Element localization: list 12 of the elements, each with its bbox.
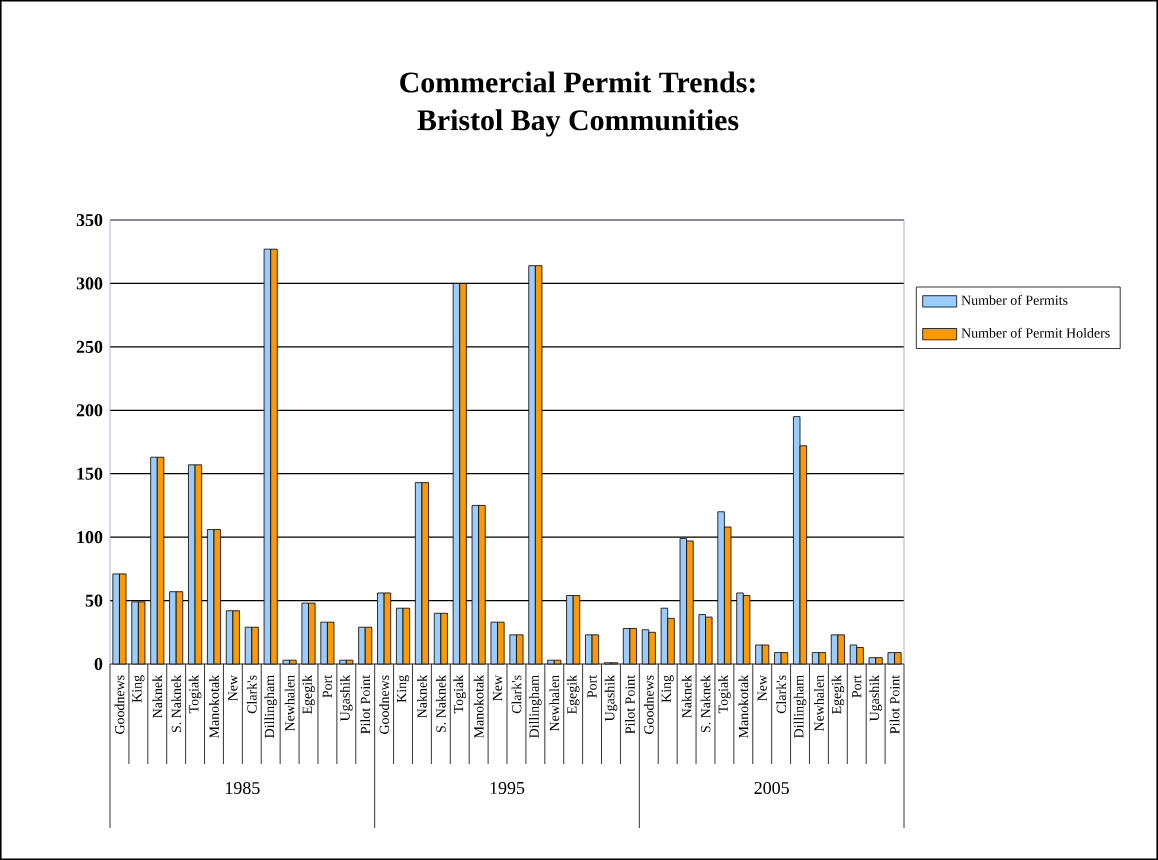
y-tick-label: 350 — [76, 213, 103, 227]
y-tick-label: 250 — [76, 340, 103, 353]
y-tick-label: 100 — [77, 531, 103, 544]
y-tick-label: 150 — [77, 467, 103, 480]
y-tick-label: 300 — [76, 277, 103, 290]
text: 1985 — [225, 781, 260, 795]
y-tick-label: 0 — [94, 657, 103, 671]
y-tick-label: 50 — [85, 594, 103, 607]
text: 2005 — [754, 781, 789, 795]
y-tick-label: 200 — [76, 404, 103, 417]
text: 1995 — [490, 781, 525, 795]
chart-title: Commercial Permit Trends: Bristol Bay Communities — [400, 71, 755, 137]
